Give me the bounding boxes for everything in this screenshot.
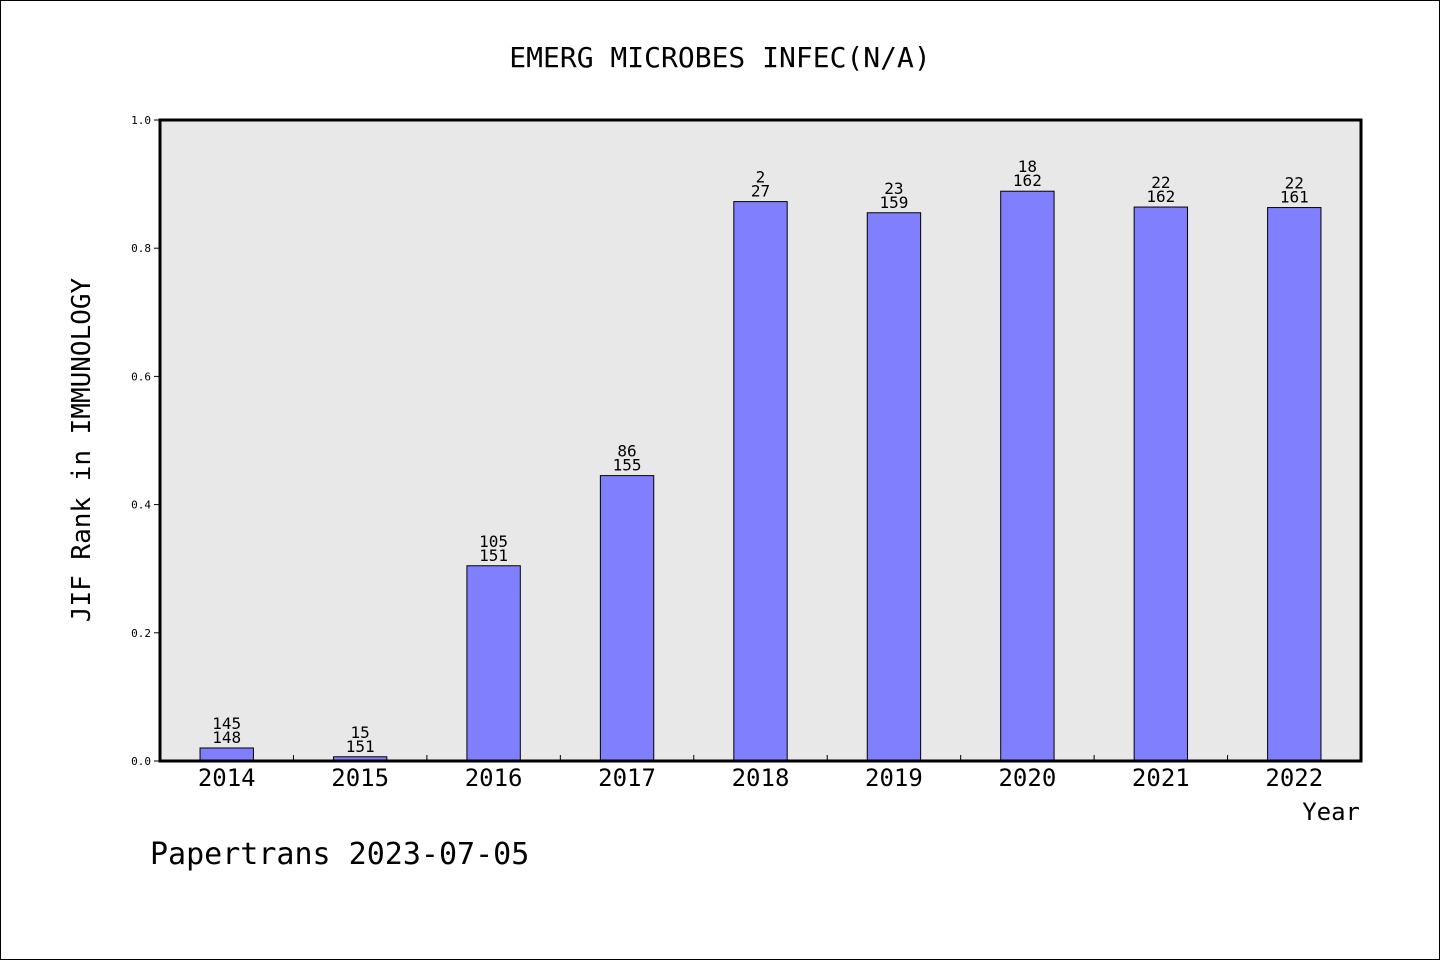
bar-rank-label: 22	[1285, 174, 1304, 193]
bar-total-label: 162	[1146, 187, 1175, 206]
y-tick-label: 0.4	[131, 499, 151, 512]
x-tick-label: 2016	[465, 764, 523, 792]
bar-2019	[866, 212, 922, 762]
y-tick-label: 0.8	[131, 242, 151, 255]
bar-rank-label: 15	[351, 723, 370, 742]
y-tick-label: 0.6	[131, 370, 151, 383]
y-axis-label: JIF Rank in IMMUNOLOGY	[67, 277, 97, 622]
bar-rank-label: 105	[479, 532, 508, 551]
bar-rank-label: 2	[756, 168, 766, 187]
y-tick-label: 0.2	[131, 627, 151, 640]
bar-rank-label: 18	[1018, 157, 1037, 176]
bar-2014	[199, 747, 254, 762]
bar-2021	[1133, 206, 1189, 762]
x-tick-label: 2017	[598, 764, 656, 792]
x-axis: 2014 2015 2016 2017 2018 2019 2020 2021 2022	[198, 755, 1323, 792]
x-tick-label: 2019	[865, 764, 923, 792]
y-axis: 0.0 0.2 0.4 0.6 0.8 1.0	[131, 114, 160, 768]
x-tick-label: 2018	[732, 764, 790, 792]
x-tick-label: 2021	[1132, 764, 1190, 792]
y-tick-label: 0.0	[131, 755, 151, 768]
x-tick-label: 2014	[198, 764, 256, 792]
bar-total-label: 162	[1013, 171, 1042, 190]
bar-total-label: 151	[346, 737, 375, 756]
bar-2016	[466, 565, 521, 762]
x-tick-label: 2015	[331, 764, 389, 792]
chart-title: EMERG MICROBES INFEC(N/A)	[509, 41, 930, 74]
bar-total-label: 151	[479, 546, 508, 565]
bar-2020	[1000, 190, 1055, 762]
bar-total-label: 27	[751, 182, 770, 201]
bar-total-label: 148	[212, 728, 241, 747]
x-axis-label: Year	[1302, 798, 1360, 826]
bar-total-label: 155	[613, 456, 642, 475]
footer-credit: Papertrans 2023-07-05	[150, 837, 529, 872]
bar-2017	[599, 475, 655, 762]
bar-rank-label: 86	[617, 442, 636, 461]
bar-2022	[1267, 207, 1322, 762]
bar-total-label: 161	[1280, 188, 1309, 207]
x-tick-label: 2020	[998, 764, 1056, 792]
bar-total-label: 159	[879, 193, 908, 212]
bar-2018	[733, 201, 788, 762]
bar-rank-label: 23	[884, 179, 903, 198]
plot-border	[158, 118, 1363, 763]
y-tick-label: 1.0	[131, 114, 151, 127]
x-tick-label: 2022	[1265, 764, 1323, 792]
bar-rank-label: 145	[212, 714, 241, 733]
bar-rank-label: 22	[1151, 173, 1170, 192]
